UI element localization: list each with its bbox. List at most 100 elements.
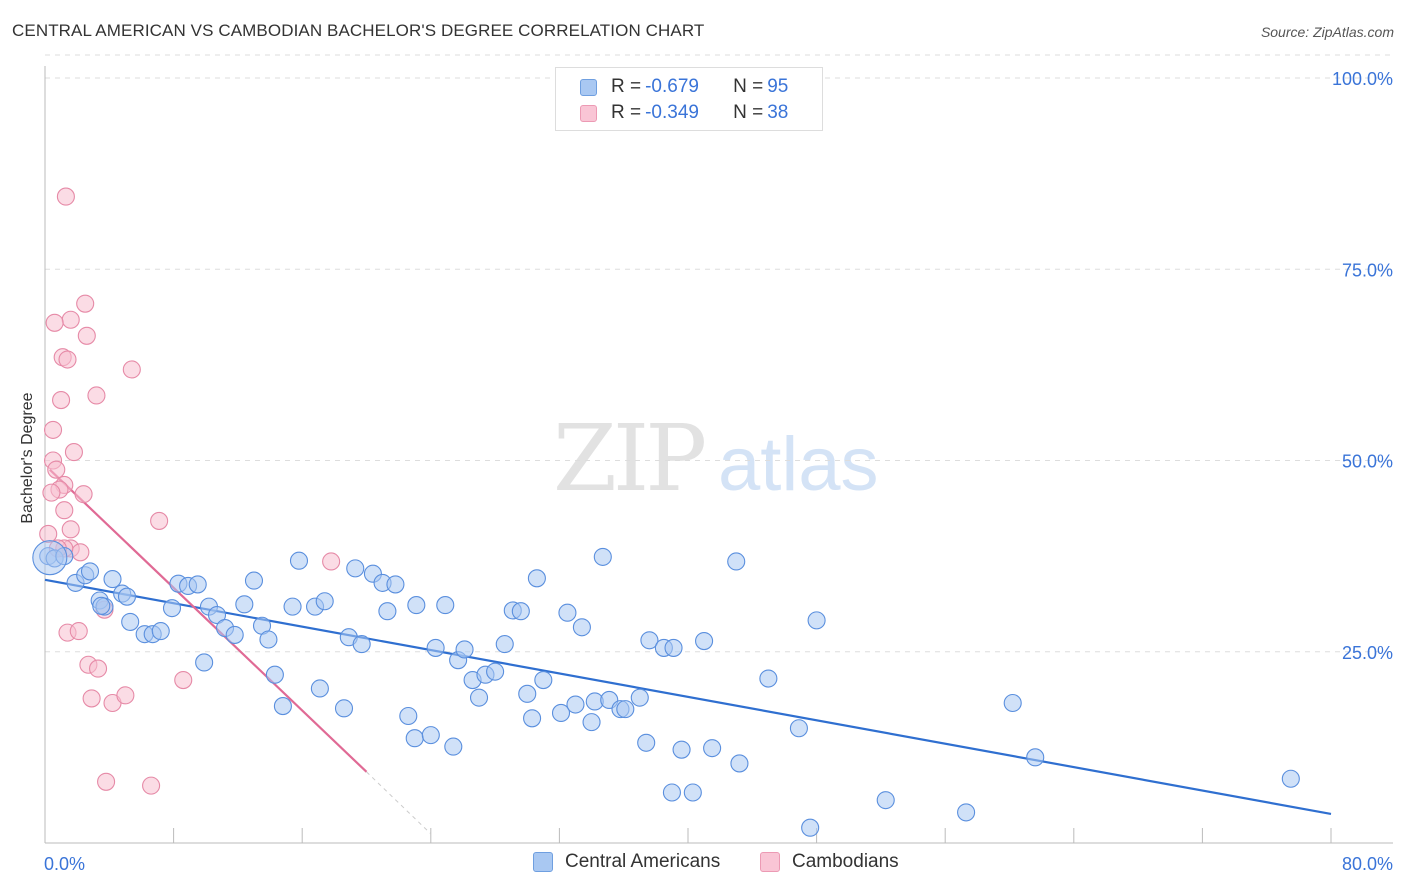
watermark-zip: ZIP bbox=[553, 405, 704, 512]
central-americans-point bbox=[630, 688, 649, 707]
grid bbox=[45, 54, 1393, 653]
legend-item-cambodians[interactable]: Cambodians bbox=[760, 851, 899, 873]
central-americans-point bbox=[593, 547, 612, 566]
trend-line-extension bbox=[366, 771, 432, 835]
legend-swatch-pink bbox=[760, 852, 780, 872]
central-americans-point bbox=[310, 679, 329, 698]
central-americans-point bbox=[407, 596, 426, 615]
central-americans-point bbox=[235, 595, 254, 614]
central-americans-point bbox=[730, 754, 749, 773]
central-americans-point bbox=[399, 706, 418, 726]
central-americans-point bbox=[582, 713, 601, 732]
central-americans-point bbox=[727, 552, 746, 571]
cambodians-point bbox=[322, 552, 341, 571]
central-americans-point bbox=[386, 575, 405, 594]
central-americans-point bbox=[683, 783, 702, 802]
cambodians-point bbox=[97, 772, 116, 791]
cambodians-point bbox=[76, 294, 95, 313]
central-americans-point bbox=[495, 635, 514, 654]
central-americans-point bbox=[518, 684, 537, 703]
central-americans-point bbox=[703, 739, 722, 758]
central-americans-point bbox=[572, 618, 591, 637]
legend-item-central-americans[interactable]: Central Americans bbox=[533, 851, 720, 873]
central-americans-point bbox=[289, 551, 309, 570]
central-americans-point bbox=[244, 571, 264, 590]
central-americans-point bbox=[151, 622, 170, 641]
y-tick-label: 100.0% bbox=[1332, 69, 1393, 89]
central-americans-point bbox=[334, 699, 354, 718]
central-americans-trend bbox=[44, 578, 1332, 816]
cambodians-point bbox=[47, 460, 66, 479]
central-americans-point bbox=[265, 665, 284, 684]
axes bbox=[44, 66, 1393, 844]
central-americans-point bbox=[352, 635, 371, 654]
legend-swatch-blue bbox=[580, 78, 597, 96]
central-americans-point bbox=[1026, 748, 1045, 767]
central-americans-point bbox=[637, 733, 656, 752]
y-tick-label: 50.0% bbox=[1342, 452, 1393, 472]
central-americans-point bbox=[511, 602, 530, 621]
central-americans-point bbox=[759, 669, 778, 688]
chart-title: CENTRAL AMERICAN VS CAMBODIAN BACHELOR'S… bbox=[12, 21, 705, 40]
central-americans-point bbox=[80, 562, 100, 581]
cambodians-points bbox=[39, 187, 341, 795]
central-americans-point bbox=[315, 592, 334, 611]
legend-label-central-americans: Central Americans bbox=[565, 851, 721, 872]
y-tick-label: 25.0% bbox=[1342, 643, 1393, 663]
source-label: Source: ZipAtlas.com bbox=[1260, 24, 1394, 40]
central-americans-point bbox=[421, 726, 440, 745]
central-americans-point bbox=[207, 605, 227, 625]
legend-n-value: 95 bbox=[767, 76, 789, 97]
legend-n-value: 38 bbox=[767, 102, 789, 123]
stats-legend: R = -0.679 N = 95 R = -0.349 N = 38 bbox=[555, 67, 823, 131]
cambodians-point bbox=[122, 360, 141, 379]
legend-n-label: N = bbox=[733, 102, 764, 123]
central-americans-point bbox=[103, 570, 122, 589]
central-americans-point bbox=[188, 575, 207, 594]
central-americans-point bbox=[32, 540, 68, 576]
central-americans-point bbox=[957, 803, 976, 822]
central-americans-point bbox=[1003, 693, 1022, 713]
central-americans-point bbox=[672, 740, 691, 759]
central-americans-point bbox=[1281, 769, 1300, 788]
central-americans-point bbox=[801, 818, 820, 837]
central-americans-point bbox=[566, 695, 585, 714]
central-americans-point bbox=[523, 709, 542, 728]
watermark-atlas: atlas bbox=[718, 422, 879, 507]
trend-line-central-americans bbox=[44, 578, 1332, 816]
central-americans-point bbox=[558, 603, 577, 622]
central-americans-point bbox=[551, 703, 571, 723]
cambodians-point bbox=[142, 776, 161, 795]
cambodians-point bbox=[39, 524, 58, 543]
cambodians-point bbox=[55, 501, 74, 520]
cambodians-point bbox=[88, 659, 108, 678]
central-americans-point bbox=[662, 783, 681, 802]
cambodians-point bbox=[43, 420, 63, 439]
legend-n-label: N = bbox=[733, 76, 764, 97]
cambodians-point bbox=[52, 391, 71, 410]
central-americans-point bbox=[283, 597, 302, 616]
cambodians-point bbox=[116, 686, 135, 705]
central-americans-point bbox=[640, 631, 659, 650]
cambodians-point bbox=[150, 511, 169, 530]
tick-labels: 25.0% 50.0% 75.0% 100.0% 0.0% 80.0% bbox=[44, 69, 1393, 874]
legend-swatch-pink bbox=[580, 104, 597, 122]
x-tick-label: 80.0% bbox=[1342, 854, 1393, 874]
series-legend: Central Americans Cambodians bbox=[0, 851, 1406, 877]
central-americans-point bbox=[346, 559, 365, 578]
legend-label-cambodians: Cambodians bbox=[792, 851, 899, 872]
central-americans-point bbox=[436, 596, 455, 615]
central-americans-point bbox=[259, 630, 278, 649]
cambodians-point bbox=[87, 386, 106, 405]
central-americans-point bbox=[616, 700, 635, 719]
central-americans-point bbox=[527, 569, 546, 588]
cambodians-point bbox=[45, 313, 64, 332]
cambodians-point bbox=[71, 543, 90, 562]
central-americans-point bbox=[807, 611, 826, 630]
central-americans-point bbox=[444, 737, 463, 756]
central-americans-point bbox=[486, 662, 505, 681]
central-americans-point bbox=[378, 602, 397, 621]
cambodians-point bbox=[64, 443, 83, 462]
cambodians-point bbox=[56, 187, 75, 206]
x-tick-label: 0.0% bbox=[44, 854, 85, 874]
